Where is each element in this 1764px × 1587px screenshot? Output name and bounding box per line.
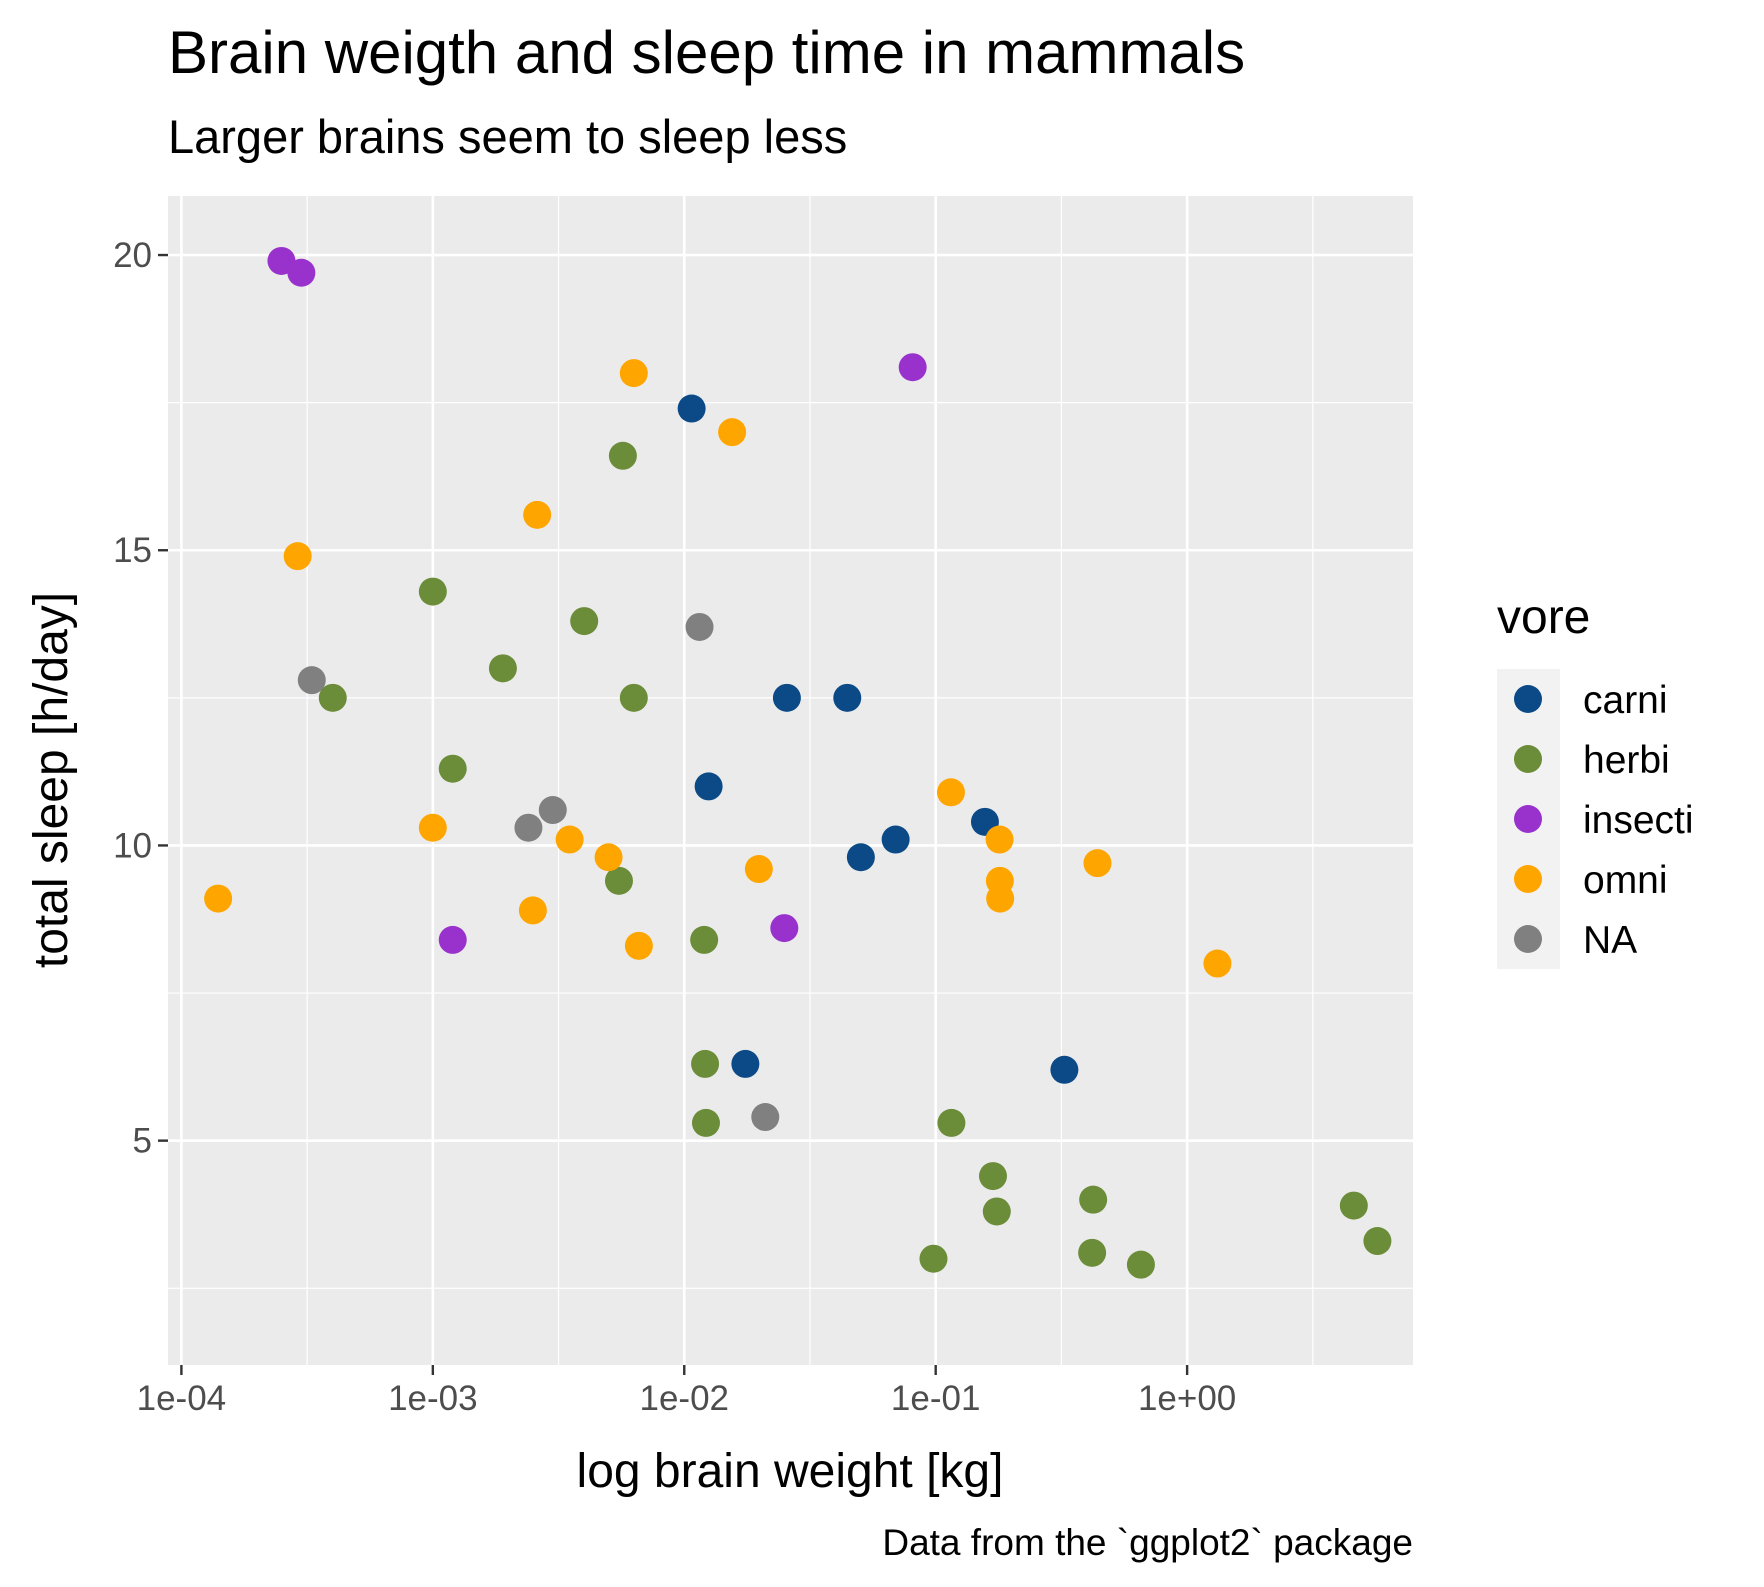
legend-label-omni: omni <box>1583 859 1668 902</box>
data-point-carni <box>694 772 723 801</box>
data-point-herbi <box>488 654 517 683</box>
legend-label-insecti: insecti <box>1583 799 1694 842</box>
data-point-herbi <box>919 1244 948 1273</box>
data-point-herbi <box>318 683 347 712</box>
y-axis-title: total sleep [h/day] <box>25 592 78 968</box>
chart-title: Brain weigth and sleep time in mammals <box>168 19 1245 86</box>
data-point-carni <box>833 683 862 712</box>
data-point-herbi <box>982 1197 1011 1226</box>
plot-panel <box>168 196 1413 1365</box>
data-point-omni <box>936 778 965 807</box>
data-point-omni <box>718 418 747 447</box>
data-point-insecti <box>770 914 799 943</box>
data-point-herbi <box>570 607 599 636</box>
legend-label-carni: carni <box>1583 679 1668 722</box>
legend-key-insecti <box>1514 805 1542 833</box>
data-point-na <box>685 612 714 641</box>
data-point-herbi <box>619 683 648 712</box>
data-point-omni <box>744 855 773 884</box>
data-points <box>204 246 1392 1279</box>
data-point-carni <box>1050 1055 1079 1084</box>
data-point-herbi <box>1339 1191 1368 1220</box>
data-point-insecti <box>287 258 316 287</box>
x-tick-label: 1e+00 <box>1138 1379 1236 1418</box>
data-point-omni <box>418 813 447 842</box>
data-point-herbi <box>691 1049 720 1078</box>
data-point-omni <box>555 825 584 854</box>
data-point-insecti <box>438 925 467 954</box>
legend-key-na <box>1514 925 1542 953</box>
data-point-carni <box>772 683 801 712</box>
data-point-omni <box>619 359 648 388</box>
data-point-herbi <box>438 754 467 783</box>
y-tick-label: 15 <box>113 531 152 570</box>
data-point-na <box>751 1103 780 1132</box>
data-point-herbi <box>604 866 633 895</box>
data-point-omni <box>986 884 1015 913</box>
data-point-na <box>297 666 326 695</box>
chart-subtitle: Larger brains seem to sleep less <box>168 110 847 163</box>
data-point-omni <box>1203 949 1232 978</box>
legend-key-omni <box>1514 865 1542 893</box>
data-point-omni <box>594 843 623 872</box>
data-point-herbi <box>937 1108 966 1137</box>
data-point-omni <box>1083 849 1112 878</box>
data-point-carni <box>677 394 706 423</box>
data-point-herbi <box>978 1162 1007 1191</box>
data-point-omni <box>283 542 312 571</box>
legend: vore carni herbi insecti omni NA <box>1497 591 1694 969</box>
data-point-insecti <box>898 353 927 382</box>
data-point-carni <box>881 825 910 854</box>
data-point-herbi <box>418 577 447 606</box>
data-point-omni <box>985 825 1014 854</box>
y-tick-label: 20 <box>113 236 152 275</box>
data-point-herbi <box>608 441 637 470</box>
x-tick-label: 1e-02 <box>639 1379 729 1418</box>
data-point-herbi <box>691 1108 720 1137</box>
data-point-omni <box>518 896 547 925</box>
chart-caption: Data from the `ggplot2` package <box>882 1522 1413 1563</box>
legend-items: carni herbi insecti omni NA <box>1514 679 1694 962</box>
y-tick-label: 10 <box>113 826 152 865</box>
data-point-na <box>538 796 567 825</box>
x-tick-label: 1e-03 <box>388 1379 478 1418</box>
data-point-omni <box>204 884 233 913</box>
data-point-herbi <box>1079 1185 1108 1214</box>
x-tick-label: 1e-04 <box>137 1379 227 1418</box>
data-point-na <box>514 813 543 842</box>
legend-key-carni <box>1514 685 1542 713</box>
legend-title: vore <box>1497 591 1590 644</box>
x-tick-label: 1e-01 <box>891 1379 981 1418</box>
x-axis-title: log brain weight [kg] <box>577 1445 1004 1498</box>
grid-lines <box>168 196 1413 1365</box>
data-point-carni <box>731 1049 760 1078</box>
data-point-herbi <box>1126 1250 1155 1279</box>
y-tick-label: 5 <box>133 1122 152 1161</box>
legend-label-na: NA <box>1583 919 1637 962</box>
data-point-herbi <box>690 925 719 954</box>
legend-key-herbi <box>1514 745 1542 773</box>
y-axis-ticks: 5 10 15 20 <box>113 236 168 1161</box>
data-point-omni <box>523 500 552 529</box>
data-point-herbi <box>1078 1238 1107 1267</box>
x-axis-ticks: 1e-04 1e-03 1e-02 1e-01 1e+00 <box>137 1365 1236 1418</box>
data-point-carni <box>846 843 875 872</box>
data-point-herbi <box>1363 1227 1392 1256</box>
legend-label-herbi: herbi <box>1583 739 1670 782</box>
data-point-omni <box>624 931 653 960</box>
